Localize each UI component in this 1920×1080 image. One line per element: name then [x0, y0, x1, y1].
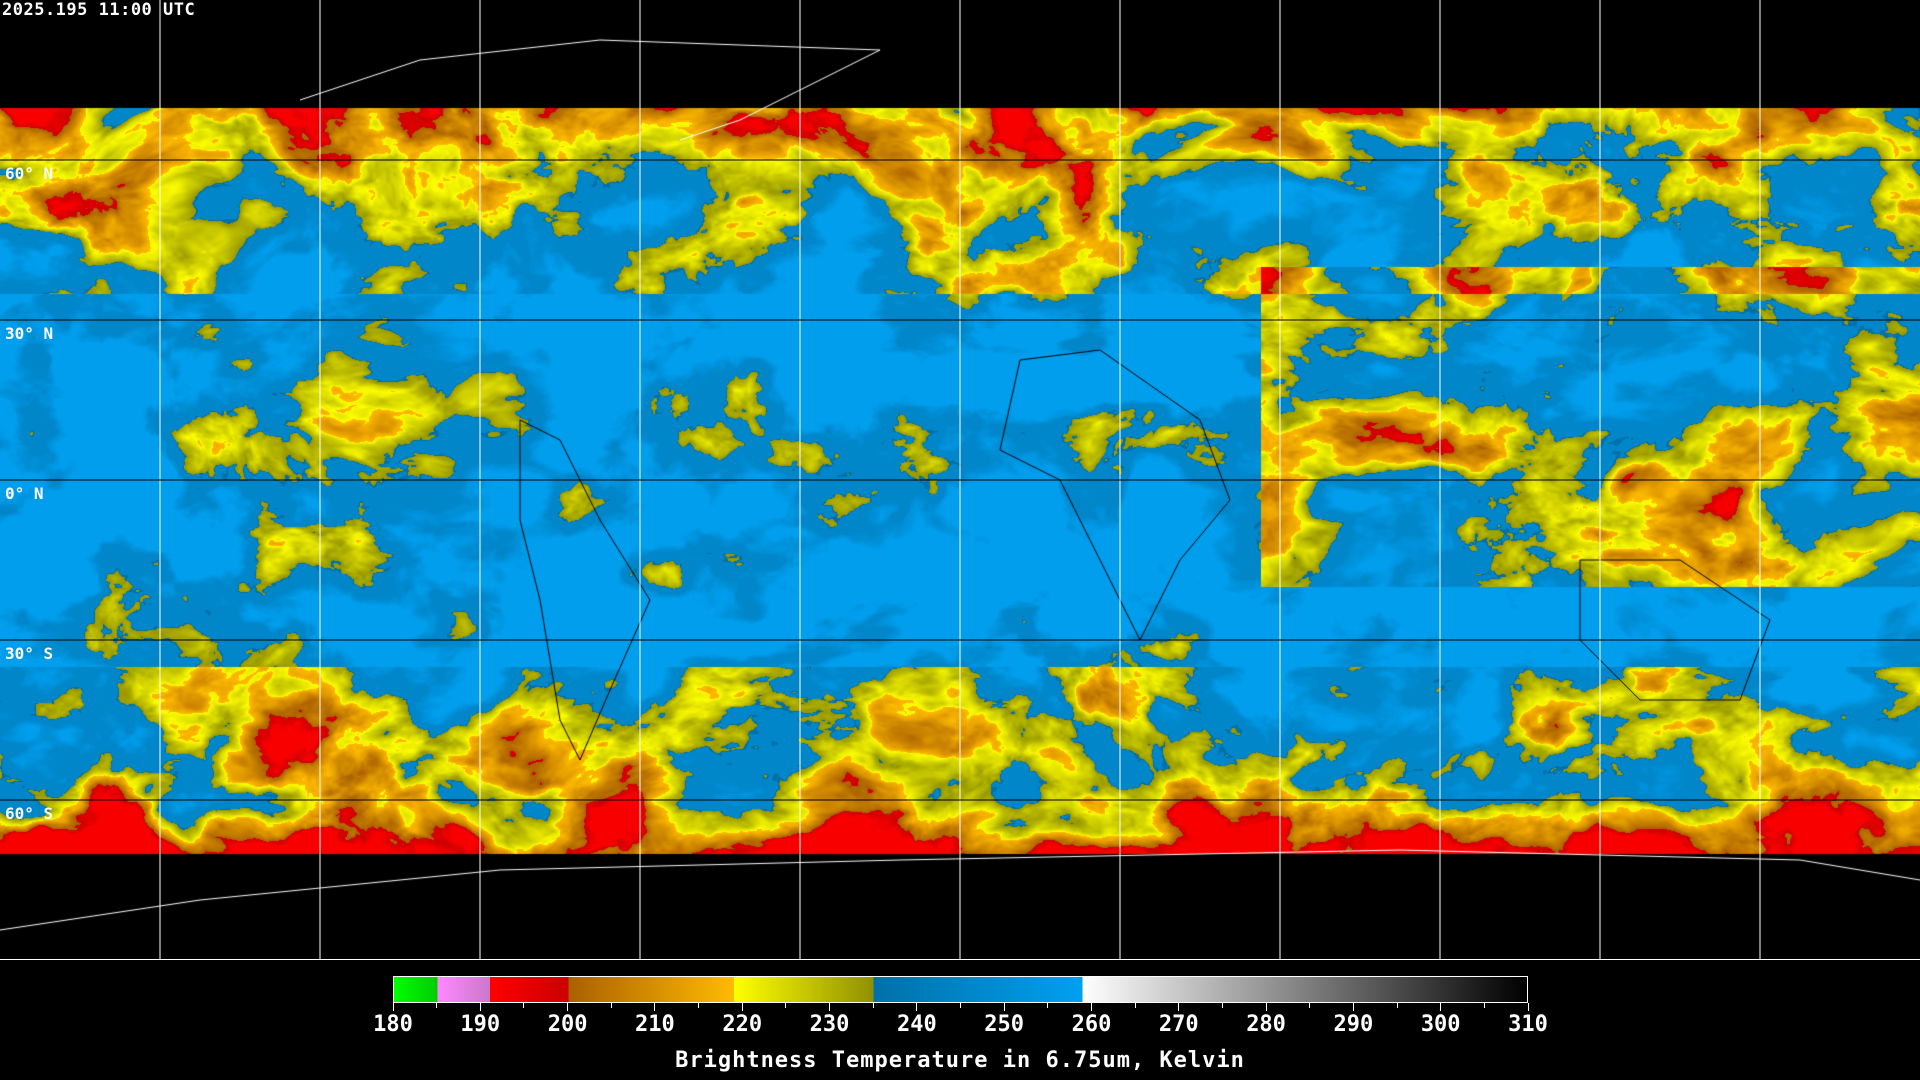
colorbar-tick-label: 240: [896, 1012, 937, 1037]
colorbar-tick: [698, 1003, 700, 1008]
colorbar-tick: [1352, 1003, 1354, 1011]
colorbar-tick: [872, 1003, 874, 1008]
colorbar-tick: [1178, 1003, 1180, 1011]
colorbar-tick-label: 260: [1071, 1012, 1112, 1037]
colorbar-title: Brightness Temperature in 6.75um, Kelvin: [675, 1048, 1245, 1073]
map-frame: [0, 959, 1920, 960]
colorbar-tick: [1265, 1003, 1267, 1011]
colorbar-tick: [1527, 1003, 1529, 1011]
colorbar-tick-label: 310: [1508, 1012, 1548, 1037]
colorbar-tick: [785, 1003, 787, 1008]
colorbar-tick: [741, 1003, 743, 1011]
colorbar-tick-label: 220: [722, 1012, 763, 1037]
colorbar-tick: [567, 1003, 569, 1011]
lat-label-30n: 30° N: [5, 324, 54, 343]
lat-lon-grid: [159, 0, 1761, 960]
lat-label-30s: 30° S: [5, 644, 54, 663]
colorbar-tick: [1003, 1003, 1005, 1011]
lat-label-0n: 0° N: [5, 484, 44, 503]
colorbar-tick: [1221, 1003, 1223, 1008]
colorbar-tick: [610, 1003, 612, 1008]
colorbar-tick-label: 190: [460, 1012, 501, 1037]
colorbar-tick: [1134, 1003, 1136, 1008]
colorbar-tick: [1396, 1003, 1398, 1008]
colorbar-tick: [392, 1003, 394, 1011]
colorbar-tick-label: 210: [635, 1012, 675, 1037]
colorbar-tick: [523, 1003, 525, 1008]
colorbar-tick: [829, 1003, 831, 1011]
colorbar: [393, 976, 1528, 1003]
colorbar-tick-label: 300: [1420, 1012, 1461, 1037]
colorbar-tick-label: 280: [1246, 1012, 1286, 1037]
colorbar-tick: [479, 1003, 481, 1011]
colorbar-tick: [1047, 1003, 1049, 1008]
colorbar-tick: [1309, 1003, 1311, 1008]
colorbar-tick-label: 290: [1333, 1012, 1374, 1037]
colorbar-tick-label: 200: [547, 1012, 588, 1037]
colorbar-tick: [1090, 1003, 1092, 1011]
colorbar-tick: [1440, 1003, 1442, 1011]
colorbar-tick: [960, 1003, 961, 1008]
colorbar-tick: [1483, 1003, 1485, 1008]
lat-label-60s: 60° S: [5, 804, 54, 823]
timestamp-title: 2025.195 11:00 UTC: [2, 0, 196, 20]
colorbar-tick-label: 180: [373, 1012, 413, 1037]
colorbar-tick-label: 230: [809, 1012, 850, 1037]
colorbar-tick: [654, 1003, 656, 1011]
colorbar-tick-label: 250: [984, 1012, 1025, 1037]
lat-label-60n: 60° N: [5, 164, 54, 183]
colorbar-tick-label: 270: [1158, 1012, 1199, 1037]
colorbar-tick: [916, 1003, 918, 1011]
colorbar-tick: [436, 1003, 438, 1008]
